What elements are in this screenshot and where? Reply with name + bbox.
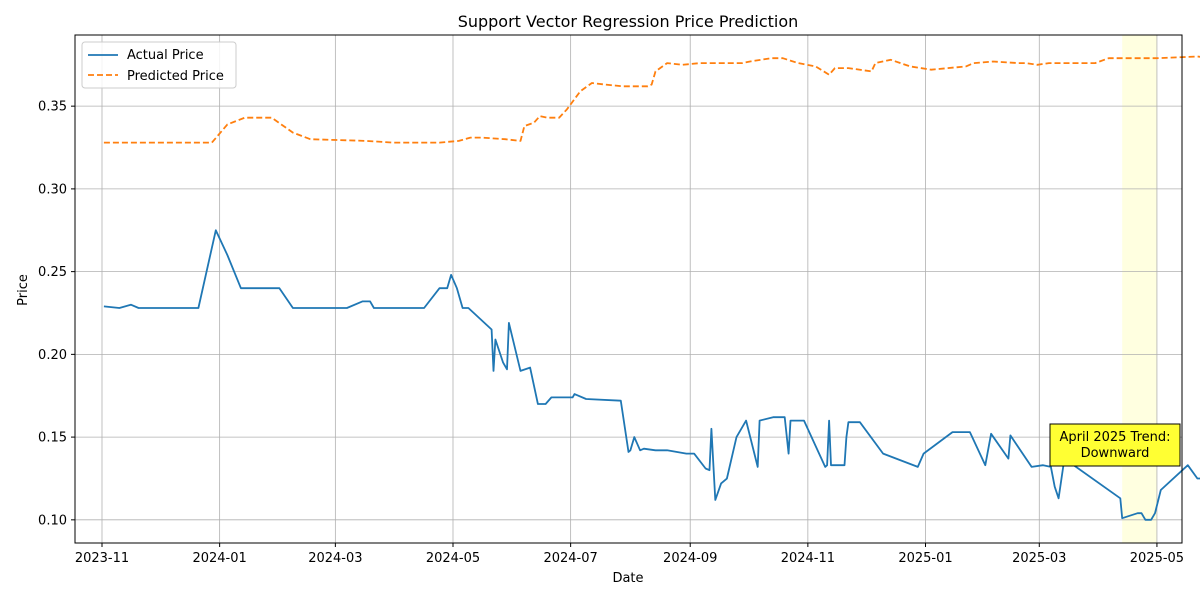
legend-label-actual: Actual Price	[127, 48, 204, 63]
chart-title: Support Vector Regression Price Predicti…	[458, 12, 799, 31]
x-tick-label: 2024-03	[308, 551, 362, 566]
x-tick-label: 2025-03	[1012, 551, 1066, 566]
x-tick-label: 2024-05	[426, 551, 480, 566]
x-axis-label: Date	[612, 571, 643, 586]
y-tick-label: 0.35	[38, 100, 67, 115]
y-tick-label: 0.25	[38, 265, 67, 280]
legend: Actual Price Predicted Price	[81, 41, 237, 89]
annotation-line-1: April 2025 Trend:	[1059, 430, 1170, 445]
x-tick-label: 2024-07	[543, 551, 597, 566]
x-tick-label: 2024-09	[663, 551, 717, 566]
legend-box	[81, 41, 237, 89]
april-highlight-band	[1122, 35, 1157, 543]
series-line-actual-price	[103, 229, 1200, 521]
x-tick-label: 2025-05	[1130, 551, 1184, 566]
x-tick-label: 2024-01	[192, 551, 246, 566]
y-tick-label: 0.10	[38, 513, 67, 528]
y-tick-label: 0.15	[38, 431, 67, 446]
x-tick-label: 2024-11	[781, 551, 835, 566]
x-tick-label: 2025-01	[898, 551, 952, 566]
y-tick-label: 0.30	[38, 182, 67, 197]
y-axis-label: Price	[16, 274, 31, 306]
plot-frame	[74, 34, 1183, 544]
annotation-line-2: Downward	[1081, 446, 1150, 461]
annotation-box	[1049, 423, 1181, 467]
series-line-predicted-price	[103, 55, 1200, 144]
y-tick-label: 0.20	[38, 348, 67, 363]
trend-annotation: April 2025 Trend: Downward	[1049, 423, 1181, 467]
legend-label-predicted: Predicted Price	[127, 69, 224, 84]
x-tick-label: 2023-11	[75, 551, 129, 566]
